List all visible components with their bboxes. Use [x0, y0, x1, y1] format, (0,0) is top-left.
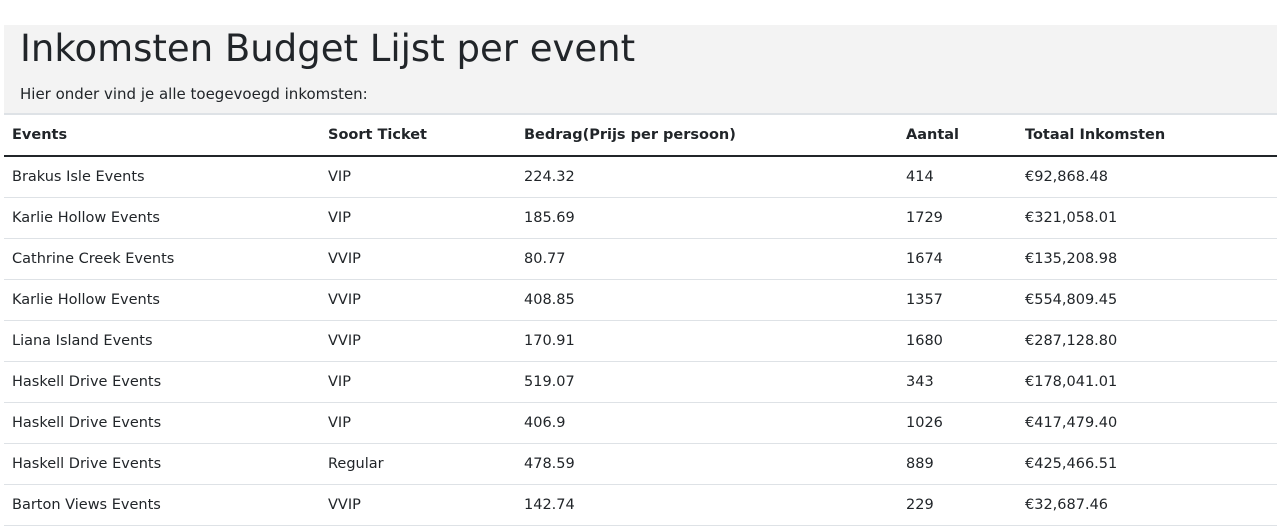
cell-ticket-type: VIP: [320, 197, 516, 239]
page-header: Inkomsten Budget Lijst per event Hier on…: [4, 25, 1277, 113]
cell-amount: 185.69: [516, 197, 898, 239]
page-subtitle: Hier onder vind je alle toegevoegd inkom…: [20, 85, 368, 103]
cell-quantity: 414: [898, 156, 1017, 198]
cell-ticket-type: VVIP: [320, 238, 516, 280]
cell-amount: 224.32: [516, 156, 898, 198]
cell-quantity: 343: [898, 361, 1017, 403]
table-row: Liana Island Events VVIP 170.91 1680 €28…: [4, 320, 1277, 362]
cell-ticket-type: VVIP: [320, 279, 516, 321]
cell-quantity: 889: [898, 443, 1017, 485]
cell-quantity: 1680: [898, 320, 1017, 362]
table-row: Karlie Hollow Events VVIP 408.85 1357 €5…: [4, 279, 1277, 321]
cell-amount: 80.77: [516, 238, 898, 280]
cell-amount: 170.91: [516, 320, 898, 362]
cell-event: Haskell Drive Events: [4, 443, 320, 485]
cell-total-income: €178,041.01: [1017, 361, 1277, 403]
cell-amount: 478.59: [516, 443, 898, 485]
column-header-ticket-type: Soort Ticket: [320, 113, 516, 157]
cell-event: Liana Island Events: [4, 320, 320, 362]
cell-ticket-type: VIP: [320, 361, 516, 403]
cell-event: Barton Views Events: [4, 484, 320, 526]
cell-quantity: 1729: [898, 197, 1017, 239]
cell-total-income: €287,128.80: [1017, 320, 1277, 362]
cell-amount: 142.74: [516, 484, 898, 526]
cell-total-income: €135,208.98: [1017, 238, 1277, 280]
column-header-amount: Bedrag(Prijs per persoon): [516, 113, 898, 157]
income-table: Events Soort Ticket Bedrag(Prijs per per…: [4, 113, 1277, 526]
cell-total-income: €554,809.45: [1017, 279, 1277, 321]
table-row: Haskell Drive Events VIP 519.07 343 €178…: [4, 361, 1277, 403]
cell-amount: 519.07: [516, 361, 898, 403]
table-row: Barton Views Events VVIP 142.74 229 €32,…: [4, 484, 1277, 526]
cell-total-income: €425,466.51: [1017, 443, 1277, 485]
cell-event: Haskell Drive Events: [4, 361, 320, 403]
cell-total-income: €321,058.01: [1017, 197, 1277, 239]
table-body: Brakus Isle Events VIP 224.32 414 €92,86…: [4, 156, 1277, 526]
cell-ticket-type: VVIP: [320, 320, 516, 362]
cell-ticket-type: VIP: [320, 156, 516, 198]
table-row: Haskell Drive Events VIP 406.9 1026 €417…: [4, 402, 1277, 444]
cell-total-income: €32,687.46: [1017, 484, 1277, 526]
cell-event: Cathrine Creek Events: [4, 238, 320, 280]
table-row: Karlie Hollow Events VIP 185.69 1729 €32…: [4, 197, 1277, 239]
table-row: Cathrine Creek Events VVIP 80.77 1674 €1…: [4, 238, 1277, 280]
column-header-events: Events: [4, 113, 320, 157]
column-header-quantity: Aantal: [898, 113, 1017, 157]
cell-amount: 408.85: [516, 279, 898, 321]
income-table-container: Events Soort Ticket Bedrag(Prijs per per…: [4, 113, 1277, 526]
cell-quantity: 1674: [898, 238, 1017, 280]
cell-quantity: 229: [898, 484, 1017, 526]
table-row: Haskell Drive Events Regular 478.59 889 …: [4, 443, 1277, 485]
cell-event: Brakus Isle Events: [4, 156, 320, 198]
cell-event: Karlie Hollow Events: [4, 197, 320, 239]
table-row: Brakus Isle Events VIP 224.32 414 €92,86…: [4, 156, 1277, 198]
cell-ticket-type: Regular: [320, 443, 516, 485]
cell-amount: 406.9: [516, 402, 898, 444]
cell-event: Karlie Hollow Events: [4, 279, 320, 321]
column-header-total-income: Totaal Inkomsten: [1017, 113, 1277, 157]
cell-event: Haskell Drive Events: [4, 402, 320, 444]
page-title: Inkomsten Budget Lijst per event: [20, 27, 636, 70]
table-header-row: Events Soort Ticket Bedrag(Prijs per per…: [4, 113, 1277, 157]
cell-ticket-type: VIP: [320, 402, 516, 444]
table-header: Events Soort Ticket Bedrag(Prijs per per…: [4, 113, 1277, 157]
cell-quantity: 1357: [898, 279, 1017, 321]
cell-ticket-type: VVIP: [320, 484, 516, 526]
cell-total-income: €92,868.48: [1017, 156, 1277, 198]
cell-total-income: €417,479.40: [1017, 402, 1277, 444]
cell-quantity: 1026: [898, 402, 1017, 444]
